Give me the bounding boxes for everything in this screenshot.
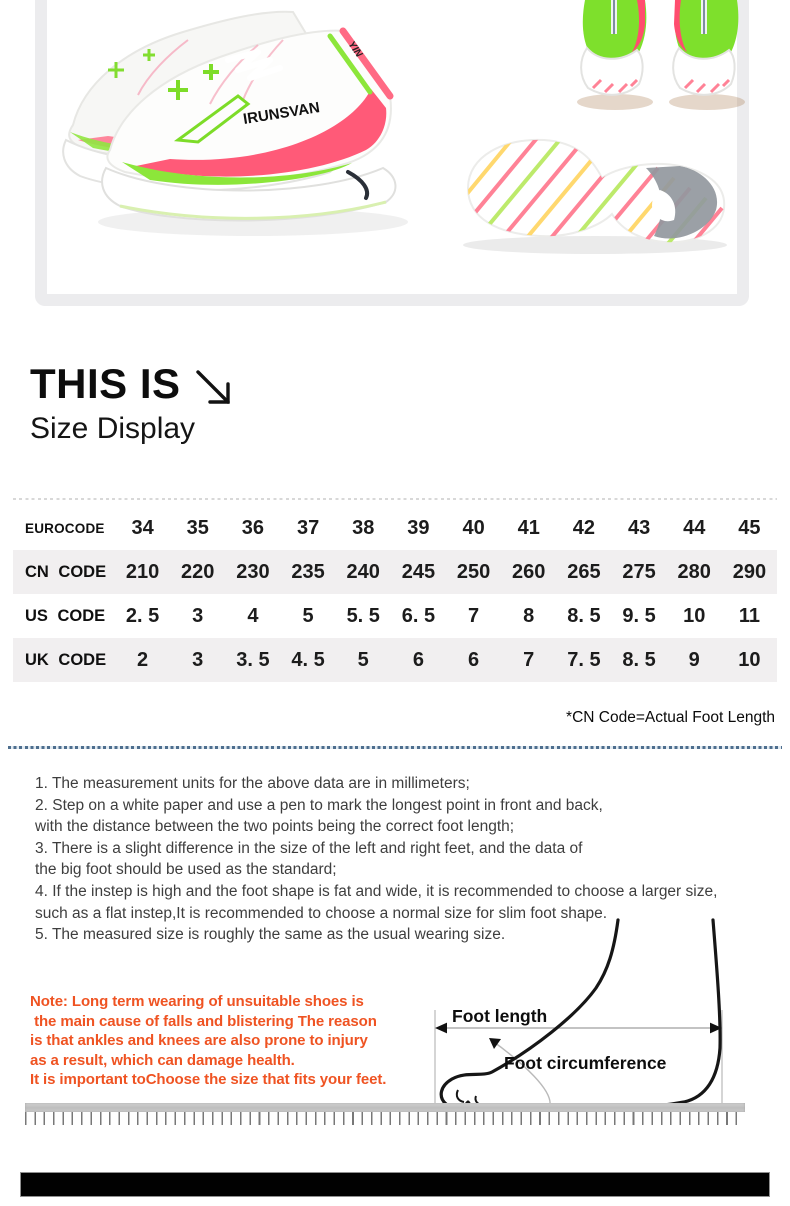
- size-value-cell: 3: [192, 648, 204, 671]
- warning-note-line: the main cause of falls and blistering T…: [30, 1012, 377, 1030]
- product-photo-back-view: [577, 0, 745, 110]
- size-value-cell: 5. 5: [346, 604, 380, 627]
- size-value-cell: 5: [357, 648, 369, 671]
- size-value-cell: 275: [622, 560, 656, 583]
- size-value-cell: 245: [401, 560, 436, 583]
- size-row-label: US CODE: [25, 606, 106, 625]
- instruction-line: such as a flat instep,It is recommended …: [35, 904, 608, 922]
- size-row-label: EUROCODE: [25, 520, 105, 536]
- warning-note: Note: Long term wearing of unsuitable sh…: [30, 992, 460, 1090]
- size-value-cell: 8. 5: [622, 648, 656, 671]
- size-value-cell: 6: [412, 648, 424, 671]
- size-value-cell: 42: [572, 516, 596, 539]
- size-value-cell: 6: [468, 648, 480, 671]
- instruction-line: 4. If the instep is high and the foot sh…: [35, 882, 718, 900]
- size-value-cell: 34: [131, 516, 154, 539]
- size-value-cell: 2. 5: [125, 604, 160, 627]
- size-value-cell: 41: [517, 516, 540, 539]
- size-value-cell: 230: [236, 560, 270, 583]
- back-view-shoe-right: [669, 0, 745, 110]
- size-value-cell: 8: [523, 604, 535, 627]
- bottom-black-bar: [20, 1172, 770, 1197]
- dotted-divider: [8, 746, 782, 749]
- warning-note-line: as a result, which can damage health.: [30, 1051, 295, 1069]
- ruler-ticks: [25, 1112, 745, 1125]
- arrow-down-right-icon: [196, 370, 230, 404]
- instruction-line: the big foot should be used as the stand…: [35, 861, 337, 879]
- size-value-cell: 39: [407, 516, 430, 539]
- size-value-cell: 5: [302, 604, 314, 627]
- instruction-line: 5. The measured size is roughly the same…: [35, 926, 506, 944]
- size-value-cell: 2: [137, 648, 149, 671]
- size-value-cell: 280: [677, 560, 711, 583]
- size-table-row-us-code: US CODE 2. 5 3 4 5 5. 5 6. 5 7 8 8. 5 9. 5 10 11: [13, 594, 777, 638]
- ruler-band: [25, 1103, 745, 1112]
- size-table: EUROCODE 34 35 36 37 38 39 40 41 42 43 44 45 CN CODE 2…: [13, 506, 777, 682]
- foot-outline: [439, 918, 722, 1106]
- back-view-shoe-left: [577, 0, 653, 110]
- size-table-row-uk-code: UK CODE 2 3 3. 5 4. 5 5 6 6 7 7. 5 8. 5 9 10: [13, 638, 777, 682]
- size-value-cell: 44: [683, 516, 706, 539]
- ruler: [25, 1103, 745, 1125]
- foot-circumference-label: Foot circumference: [504, 1053, 667, 1073]
- size-value-cell: 4. 5: [291, 648, 325, 671]
- size-value-cell: 290: [732, 560, 767, 583]
- warning-note-line: It is important toChoose the size that f…: [30, 1071, 387, 1089]
- foot-measurement-diagram: Foot length Foot circumference: [434, 918, 723, 1106]
- size-value-cell: 260: [512, 560, 546, 583]
- size-table-row-cn-code: CN CODE 210 220 230 235 240 245 250 260 265 275 280…: [13, 550, 777, 594]
- foot-circumference-arc: [493, 1041, 551, 1106]
- size-value-cell: 265: [567, 560, 601, 583]
- foot-length-label: Foot length: [452, 1006, 547, 1026]
- instruction-line: 3. There is a slight difference in the s…: [35, 839, 583, 857]
- size-value-cell: 3: [192, 604, 204, 627]
- size-table-row-eurocode: EUROCODE 34 35 36 37 38 39 40 41 42 43 44 45: [13, 506, 777, 550]
- size-value-cell: 3. 5: [236, 648, 270, 671]
- instruction-line: with the distance between the two points…: [35, 818, 515, 836]
- size-value-cell: 250: [456, 560, 491, 583]
- size-value-cell: 8. 5: [567, 604, 601, 627]
- size-value-cell: 10: [683, 604, 706, 627]
- size-value-cell: 235: [291, 560, 325, 583]
- size-value-cell: 43: [627, 516, 651, 539]
- size-value-cell: 7. 5: [567, 648, 601, 671]
- size-row-label: UK CODE: [25, 650, 107, 669]
- size-value-cell: 9. 5: [622, 604, 656, 627]
- size-value-cell: 220: [181, 560, 215, 583]
- size-value-cell: 210: [125, 560, 160, 583]
- size-value-cell: 240: [346, 560, 380, 583]
- size-value-cell: 9: [688, 648, 700, 671]
- size-value-cell: 40: [462, 516, 485, 539]
- size-value-cell: 11: [738, 604, 760, 627]
- product-photo-sole-view: [463, 138, 727, 254]
- size-value-cell: 7: [523, 648, 535, 671]
- page-subtitle: Size Display: [30, 412, 196, 445]
- measurement-instructions: 1. The measurement units for the above d…: [35, 773, 783, 946]
- size-value-cell: 37: [296, 516, 320, 539]
- instruction-line: 2. Step on a white paper and use a pen t…: [35, 796, 603, 814]
- size-value-cell: 6. 5: [401, 604, 436, 627]
- table-top-divider: [13, 498, 777, 500]
- warning-note-line: is that ankles and knees are also prone …: [30, 1032, 368, 1050]
- size-value-cell: 35: [186, 516, 209, 539]
- size-value-cell: 7: [468, 604, 480, 627]
- page-title: THIS IS: [30, 360, 181, 407]
- size-value-cell: 10: [738, 648, 761, 671]
- size-value-cell: 36: [241, 516, 265, 539]
- instruction-line: 1. The measurement units for the above d…: [35, 775, 470, 792]
- size-value-cell: 45: [738, 516, 761, 539]
- size-value-cell: 38: [352, 516, 375, 539]
- cn-code-footnote: *CN Code=Actual Foot Length: [566, 709, 775, 726]
- size-value-cell: 4: [247, 604, 259, 627]
- product-photo-main-pair: IRUNSVAN YIN: [62, 10, 408, 236]
- warning-note-line: Note: Long term wearing of unsuitable sh…: [30, 993, 364, 1010]
- size-row-label: CN CODE: [25, 562, 107, 581]
